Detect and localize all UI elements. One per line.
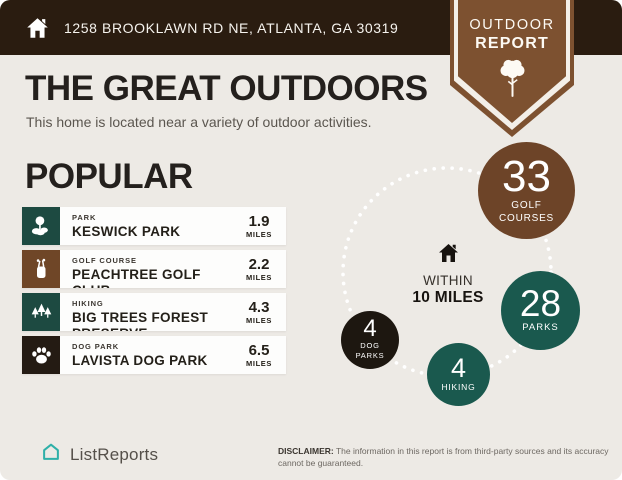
item-name: LAVISTA DOG PARK xyxy=(72,353,208,368)
item-distance: 2.2 xyxy=(248,256,270,273)
brand-name: ListReports xyxy=(70,444,159,464)
popular-list: PARK KESWICK PARK 1.9 MILES GOLF COURSE … xyxy=(22,207,286,379)
bubble-label: DOG PARKS xyxy=(355,341,385,361)
within-label: WITHIN xyxy=(423,273,473,288)
bubble-value: 4 xyxy=(363,315,377,343)
item-category: HIKING xyxy=(72,299,104,308)
park-icon xyxy=(22,207,60,245)
item-distance-unit: MILES xyxy=(246,316,272,325)
bubble-value: 4 xyxy=(450,352,467,383)
item-distance-unit: MILES xyxy=(246,230,272,239)
paw-icon xyxy=(22,336,60,374)
item-distance: 1.9 xyxy=(248,213,270,230)
house-icon xyxy=(435,244,462,269)
listreports-house-icon xyxy=(40,441,62,468)
outdoor-report-badge: OUTDOOR REPORT xyxy=(450,0,574,137)
property-address: 1258 BROOKLAWN RD NE, ATLANTA, GA 30319 xyxy=(64,19,399,36)
list-item-hiking: HIKING BIG TREES FOREST PRESERVE 4.3 MIL… xyxy=(22,293,286,331)
bubble-label: GOLF COURSES xyxy=(498,200,555,225)
golf-bag-icon xyxy=(22,250,60,288)
badge-title-line2: REPORT xyxy=(475,35,549,52)
item-distance: 4.3 xyxy=(248,299,270,316)
chart-center-label: WITHIN 10 MILES xyxy=(396,241,500,307)
item-category: GOLF COURSE xyxy=(72,256,137,265)
bubble-value: 28 xyxy=(519,283,562,325)
bubble-label: PARKS xyxy=(522,322,559,334)
item-distance-unit: MILES xyxy=(246,273,272,282)
popular-heading: POPULAR xyxy=(25,157,193,196)
home-icon xyxy=(24,15,51,41)
pine-trees-icon xyxy=(22,293,60,331)
item-category: DOG PARK xyxy=(72,342,120,351)
tree-icon xyxy=(450,58,574,108)
bubble-golf-courses: 33 GOLF COURSES xyxy=(478,142,575,239)
list-item-golf-course: GOLF COURSE PEACHTREE GOLF CLUB 2.2 MILE… xyxy=(22,250,286,288)
listreports-logo: ListReports xyxy=(40,441,158,468)
item-category: PARK xyxy=(72,213,97,222)
bubble-hiking: 4 HIKING xyxy=(427,343,490,406)
item-name: KESWICK PARK xyxy=(72,224,181,239)
item-distance: 6.5 xyxy=(248,342,270,359)
radius-label: 10 MILES xyxy=(412,289,484,306)
badge-title-line1: OUTDOOR xyxy=(469,17,555,33)
bubble-value: 33 xyxy=(502,151,551,201)
bubble-label: HIKING xyxy=(441,382,476,393)
bubble-dog-parks: 4 DOG PARKS xyxy=(341,311,399,369)
bubble-parks: 28 PARKS xyxy=(501,271,580,350)
list-item-park: PARK KESWICK PARK 1.9 MILES xyxy=(22,207,286,245)
list-item-dog-park: DOG PARK LAVISTA DOG PARK 6.5 MILES xyxy=(22,336,286,374)
disclaimer-label: DISCLAIMER: xyxy=(278,446,334,456)
item-name: PEACHTREE GOLF CLUB xyxy=(72,267,201,288)
page-subtitle: This home is located near a variety of o… xyxy=(26,114,372,130)
item-name: BIG TREES FOREST PRESERVE xyxy=(72,310,209,331)
page-title: THE GREAT OUTDOORS xyxy=(25,69,428,108)
disclaimer: DISCLAIMER: The information in this repo… xyxy=(278,446,614,470)
item-distance-unit: MILES xyxy=(246,359,272,368)
disclaimer-text: The information in this report is from t… xyxy=(278,446,609,468)
